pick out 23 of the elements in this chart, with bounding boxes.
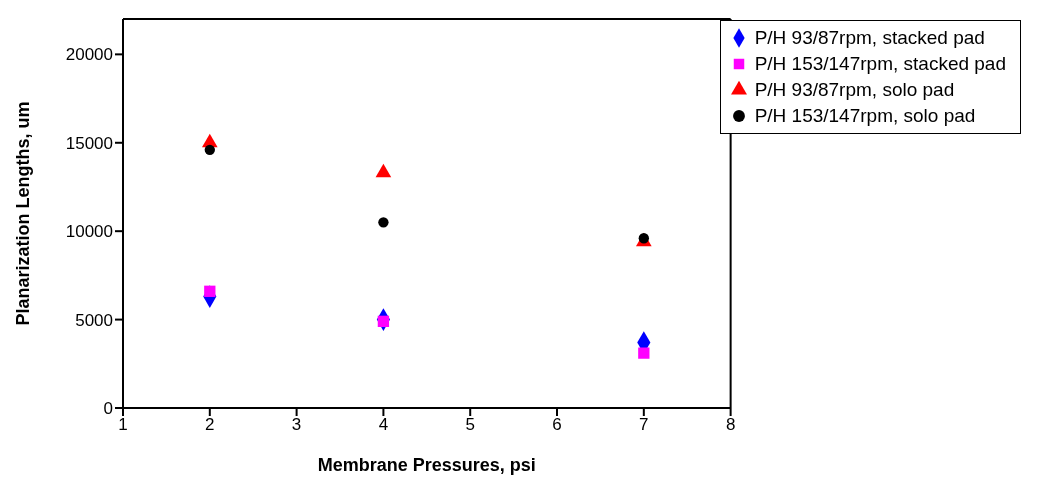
x-tick-label: 7: [639, 415, 649, 435]
y-tick-label: 10000: [65, 222, 113, 242]
y-tick-label: 0: [103, 399, 113, 419]
point: [638, 347, 650, 359]
legend-label: P/H 93/87rpm, stacked pad: [754, 26, 985, 50]
point: [204, 144, 215, 156]
point: [378, 217, 389, 228]
x-tick-label: 6: [552, 415, 562, 435]
x-tick-label: 5: [465, 415, 475, 435]
x-tick-label: 3: [291, 415, 302, 435]
x-tick-label: 4: [378, 415, 389, 435]
x-tick-label: 8: [725, 415, 736, 435]
y-tick-label: 15000: [65, 133, 113, 153]
y-tick-label: 20000: [65, 45, 113, 65]
x-tick-label: 2: [205, 415, 215, 435]
x-tick-label: 1: [118, 415, 128, 435]
x-axis-title: Membrane Pressures, psi: [317, 454, 536, 475]
legend-label: P/H 153/147rpm, solo pad: [754, 104, 976, 128]
y-tick-label: 5000: [75, 310, 113, 330]
point: [375, 163, 392, 178]
legend-label: P/H 153/147rpm, stacked pad: [754, 52, 1006, 76]
legend-label: P/H 93/87rpm, solo pad: [754, 78, 955, 102]
y-axis-title: Planarization Lengths, um: [13, 101, 34, 326]
